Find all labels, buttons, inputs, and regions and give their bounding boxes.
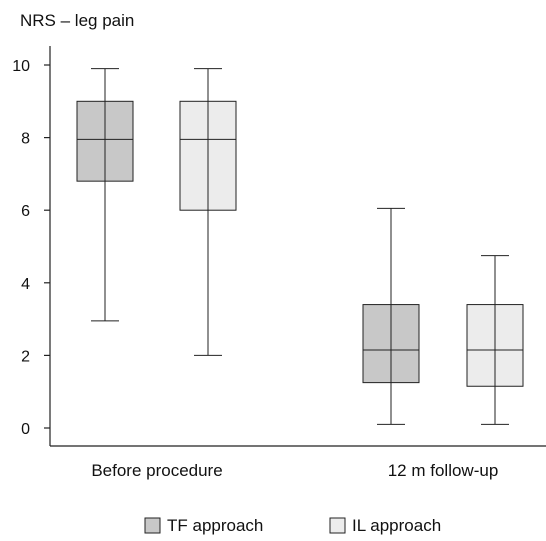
legend-swatch-0 [144,517,161,534]
legend-label-1: IL approach [352,516,441,535]
y-tick-label-10: 10 [12,58,30,75]
category-label-0: Before procedure [91,461,222,480]
box-tf-approach-1 [362,207,420,425]
box-il-approach-1 [466,255,524,425]
category-labels: Before procedure 12 m follow-up [91,461,498,480]
y-tick-label-8: 8 [21,131,30,148]
y-tick-label-4: 4 [21,276,30,293]
category-label-1: 12 m follow-up [388,461,499,480]
y-axis-label: NRS – leg pain [20,11,134,30]
box-il-approach-0 [179,68,237,356]
y-tick-label-0: 0 [21,421,30,438]
legend-swatch-1 [329,517,346,534]
axes: 0 2 4 6 8 10 [12,46,546,447]
box-tf-approach-0 [76,68,134,322]
legend: TF approach IL approach [144,516,441,535]
y-tick-label-2: 2 [21,348,30,365]
boxes [76,68,524,425]
y-tick-label-6: 6 [21,203,30,220]
legend-label-0: TF approach [167,516,263,535]
